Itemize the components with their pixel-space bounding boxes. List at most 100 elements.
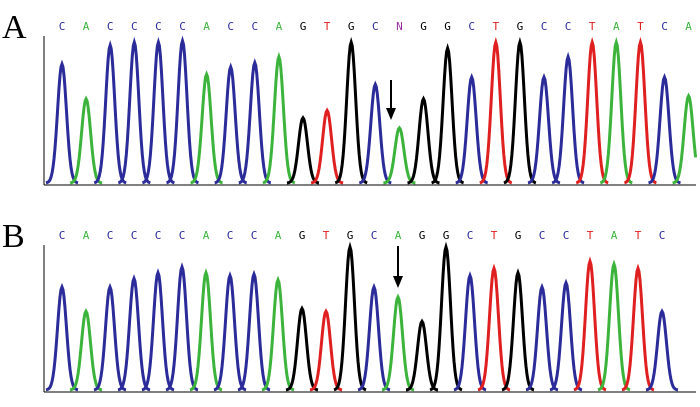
base-call: C bbox=[565, 20, 572, 33]
trace-peak bbox=[117, 274, 151, 392]
base-call: T bbox=[324, 20, 331, 33]
base-call: C bbox=[227, 229, 234, 242]
base-call: G bbox=[517, 20, 524, 33]
trace-peak bbox=[310, 107, 344, 185]
base-call: T bbox=[491, 229, 498, 242]
base-call: T bbox=[323, 229, 330, 242]
base-call: T bbox=[492, 20, 499, 33]
trace-peak bbox=[429, 241, 463, 392]
trace-peak bbox=[477, 263, 511, 392]
trace-peak bbox=[672, 92, 698, 185]
trace-peak bbox=[69, 95, 103, 185]
trace-peak bbox=[93, 282, 127, 392]
trace-peak bbox=[479, 36, 513, 185]
trace-peak bbox=[431, 43, 465, 185]
trace-peak bbox=[527, 73, 561, 185]
base-call: C bbox=[468, 20, 475, 33]
base-call: C bbox=[227, 20, 234, 33]
arrow-head bbox=[386, 108, 396, 120]
base-call: T bbox=[637, 20, 644, 33]
trace-peak bbox=[551, 51, 585, 185]
trace-peak bbox=[623, 36, 657, 185]
trace-peak bbox=[501, 268, 535, 392]
trace-peak bbox=[575, 36, 609, 185]
trace-peak bbox=[166, 35, 199, 185]
base-call: G bbox=[515, 229, 522, 242]
base-call: A bbox=[203, 20, 210, 33]
base-call: T bbox=[589, 20, 596, 33]
trace-peak bbox=[455, 73, 488, 185]
base-call: C bbox=[179, 229, 186, 242]
trace-peak bbox=[359, 80, 392, 185]
base-call: C bbox=[539, 229, 546, 242]
base-call: A bbox=[203, 229, 210, 242]
base-call: G bbox=[347, 229, 354, 242]
trace-peak bbox=[238, 58, 272, 185]
trace-peak bbox=[237, 269, 271, 392]
trace-peak bbox=[333, 241, 367, 392]
trace-peak bbox=[117, 36, 151, 185]
trace-peak bbox=[407, 95, 440, 185]
trace-peak bbox=[381, 293, 415, 392]
base-call: G bbox=[420, 20, 427, 33]
trace-peak bbox=[309, 308, 343, 392]
trace-peak bbox=[599, 36, 633, 185]
base-call: A bbox=[83, 229, 90, 242]
trace-peak bbox=[648, 73, 681, 185]
base-call: G bbox=[419, 229, 426, 242]
base-call: C bbox=[371, 229, 378, 242]
base-call: G bbox=[300, 20, 307, 33]
base-call: C bbox=[179, 20, 186, 33]
base-call: A bbox=[611, 229, 618, 242]
trace-peak bbox=[597, 259, 631, 392]
trace-peak bbox=[262, 51, 296, 185]
trace-peak bbox=[549, 278, 583, 392]
base-call: T bbox=[587, 229, 594, 242]
arrow-head bbox=[393, 276, 403, 288]
base-call: T bbox=[635, 229, 642, 242]
trace-peak bbox=[165, 262, 199, 392]
base-call: C bbox=[251, 20, 258, 33]
base-call: C bbox=[59, 20, 66, 33]
base-call: G bbox=[299, 229, 306, 242]
trace-peak bbox=[286, 114, 320, 185]
base-call: N bbox=[396, 20, 403, 33]
trace-peak bbox=[285, 305, 319, 392]
trace-peak bbox=[453, 271, 487, 392]
base-call: A bbox=[275, 229, 282, 242]
base-call: G bbox=[443, 229, 450, 242]
base-call: C bbox=[155, 229, 162, 242]
trace-peak bbox=[141, 268, 175, 392]
trace-peak bbox=[141, 36, 175, 185]
trace-peak bbox=[214, 62, 247, 185]
trace-peak bbox=[503, 36, 537, 185]
trace-peak bbox=[189, 268, 223, 392]
base-call: C bbox=[251, 229, 258, 242]
base-call: A bbox=[276, 20, 283, 33]
trace-peak bbox=[405, 318, 439, 392]
base-call: C bbox=[131, 20, 138, 33]
trace-peak bbox=[357, 282, 391, 392]
trace-peak bbox=[645, 308, 679, 392]
trace-peak bbox=[334, 36, 368, 185]
base-call: C bbox=[541, 20, 548, 33]
base-call: G bbox=[444, 20, 451, 33]
base-call: C bbox=[372, 20, 379, 33]
trace-peak bbox=[45, 282, 79, 392]
base-call: A bbox=[83, 20, 90, 33]
trace-peak bbox=[45, 59, 79, 185]
trace-peak bbox=[383, 125, 416, 185]
base-call: C bbox=[107, 229, 114, 242]
trace-peak bbox=[621, 263, 655, 392]
trace-peak bbox=[525, 282, 559, 392]
base-call: C bbox=[659, 229, 666, 242]
trace-peak bbox=[261, 275, 295, 392]
trace-peak bbox=[69, 308, 103, 392]
panel-label: A bbox=[2, 9, 27, 46]
base-call: A bbox=[685, 20, 692, 33]
base-call: G bbox=[348, 20, 355, 33]
base-call: C bbox=[131, 229, 138, 242]
base-call: C bbox=[107, 20, 114, 33]
